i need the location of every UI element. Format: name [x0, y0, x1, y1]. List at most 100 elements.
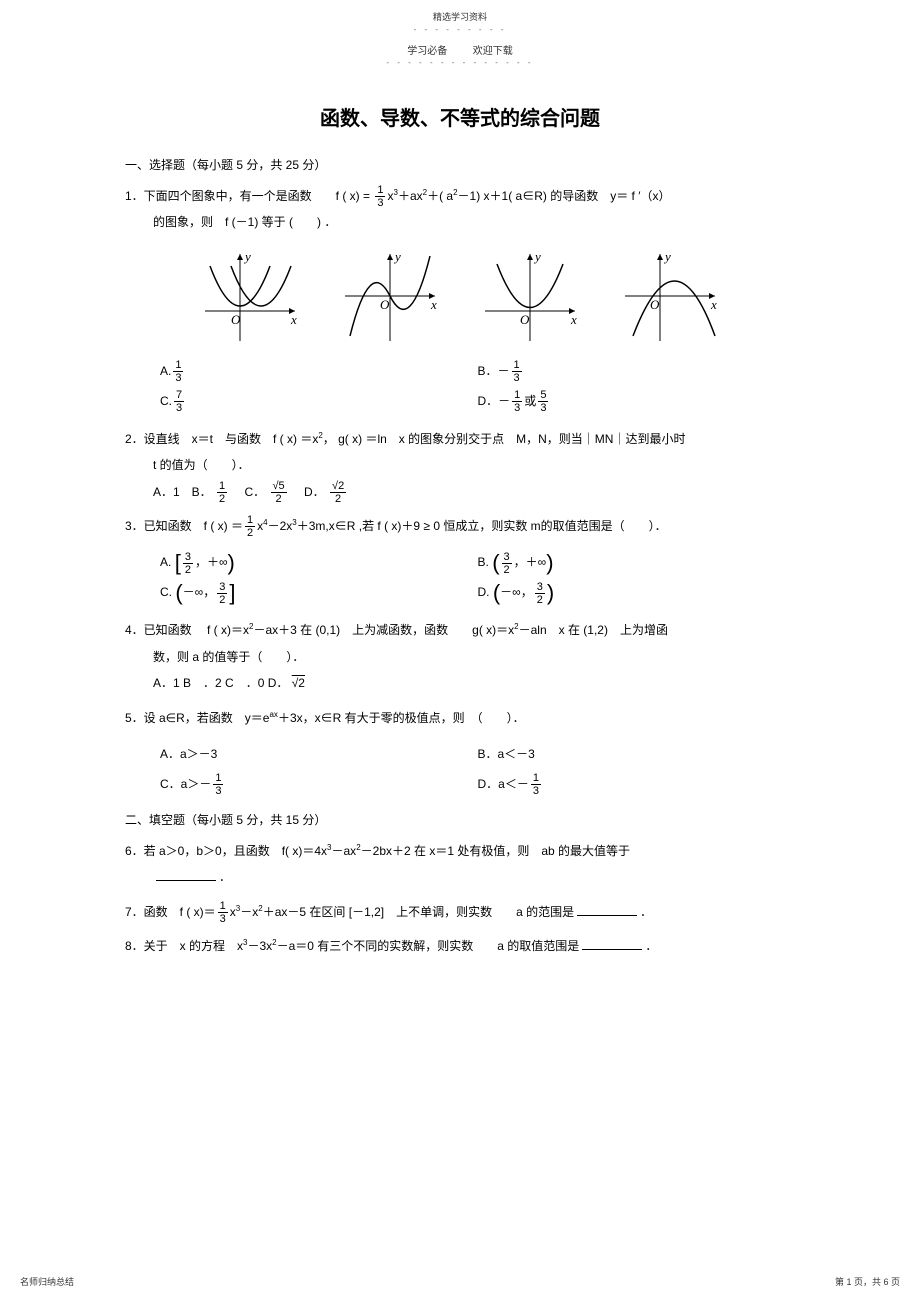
answer-blank	[582, 949, 642, 950]
choice-rest: ，＋∞	[195, 555, 228, 569]
sub-header-left: 学习必备	[407, 46, 447, 57]
problem-6: 6．若 a＞0，b＞0，且函数 f( x)＝4x3－ax2－2bx＋2 在 x＝…	[125, 838, 795, 891]
p1-part: ＋( a	[427, 189, 453, 203]
frac-den: 3	[213, 785, 223, 797]
choice-label: D．－	[478, 394, 511, 408]
svg-text:O: O	[650, 297, 660, 312]
sub-header: 学习必备 欢迎下载	[0, 42, 920, 57]
svg-text:x: x	[710, 297, 717, 312]
svg-text:O: O	[231, 312, 241, 327]
svg-text:x: x	[570, 312, 577, 327]
frac-num: 3	[183, 551, 193, 564]
p6-part: －ax	[332, 844, 357, 858]
frac-den: 3	[218, 913, 228, 925]
choice-label: D．a＜－	[478, 777, 529, 791]
frac-num: 1	[531, 772, 541, 785]
frac-num: 1	[245, 514, 255, 527]
problem-1: 1．下面四个图象中，有一个是函数 f ( x) = 13x3＋ax2＋( a2－…	[125, 183, 795, 236]
choice-a: A．a＞－3	[160, 739, 478, 769]
top-dashes: - - - - - - - - -	[0, 25, 920, 34]
p4-part: －ax＋3 在 (0,1) 上为减函数，函数 g( x)＝x	[253, 623, 514, 637]
frac-num: 1	[375, 184, 385, 197]
svg-text:x: x	[290, 312, 297, 327]
problem-5: 5．设 a∈R，若函数 y＝eax＋3x，x∈R 有大于零的极值点，则 （ ）．	[125, 705, 795, 731]
graph-1: O x y	[195, 246, 305, 346]
top-header: 精选学习资料	[0, 10, 920, 23]
p1-line2: 的图象，则 f (－1) 等于 ( ) ．	[125, 209, 795, 235]
sup: ax	[269, 710, 277, 719]
p5-choices: A．a＞－3 C．a＞－13 B．a＜－3 D．a＜－13	[125, 739, 795, 799]
frac-den: 3	[512, 402, 522, 414]
frac-num: 1	[213, 772, 223, 785]
p3-part: －2x	[268, 519, 293, 533]
choice-label: B.	[478, 555, 489, 569]
p2-part: ， g( x) ＝ln x 的图象分别交于点 M，N，则当｜MN｜达到最小时	[323, 432, 686, 446]
p7-part: ＋ax－5 在区间 [－1,2] 上不单调，则实数 a 的范围是	[263, 905, 574, 919]
main-title: 函数、导数、不等式的综合问题	[0, 102, 920, 131]
choice-label: C.	[160, 585, 172, 599]
graph-2: O x y	[335, 246, 445, 346]
p1-part: ＋ax	[398, 189, 423, 203]
footer-right: 第 1 页，共 6 页	[835, 1275, 900, 1288]
footer-left: 名师归纳总结	[20, 1275, 74, 1288]
p7-period: ．	[640, 905, 652, 919]
problem-2: 2．设直线 x＝t 与函数 f ( x) ＝x 2 ， g( x) ＝ln x 的图…	[125, 426, 795, 505]
p8-part: 8．关于 x 的方程 x	[125, 939, 243, 953]
p3-part: 3．已知函数 f ( x) ＝	[125, 519, 243, 533]
choice-rest: －∞，	[183, 585, 216, 599]
p1-choices: A.13 C.73 B．－13 D．－13或53	[125, 356, 795, 416]
p8-period: ．	[645, 939, 657, 953]
frac-den: 3	[173, 372, 183, 384]
frac-den: 2	[535, 594, 545, 606]
section1-title: 一、选择题（每小题 5 分，共 25 分）	[125, 156, 795, 173]
choice-c-label: C．	[233, 485, 266, 499]
frac-num: 1	[512, 359, 522, 372]
svg-text:O: O	[380, 297, 390, 312]
choice-d-sqrt: √2	[292, 676, 305, 690]
p4-part: －aln x 在 (1,2) 上为增函	[519, 623, 668, 637]
problem-8: 8．关于 x 的方程 x3－3x2－a＝0 有三个不同的实数解，则实数 a 的取…	[125, 933, 795, 959]
choice-rest: －∞，	[500, 585, 533, 599]
frac-den: 2	[271, 493, 287, 505]
svg-text:y: y	[243, 249, 251, 264]
frac-den: 3	[538, 402, 548, 414]
svg-text:y: y	[533, 249, 541, 264]
frac-den: 3	[174, 402, 184, 414]
p3-part: ＋3m,x∈R ,若 f ( x)＋9 ≥ 0 恒成立，则实数 m的取值范围是（…	[297, 519, 667, 533]
choice-a: A．1 B．	[153, 485, 212, 499]
frac-den: 2	[245, 527, 255, 539]
p6-part: －2bx＋2 在 x＝1 处有极值，则 ab 的最大值等于	[361, 844, 630, 858]
frac-num: 1	[173, 359, 183, 372]
underline-dash: - - - - - - - - - - - - - -	[0, 58, 920, 67]
choice-label: C.	[160, 394, 172, 408]
frac-num: 7	[174, 389, 184, 402]
graphs-row: O x y O x y O	[125, 246, 795, 346]
svg-text:O: O	[520, 312, 530, 327]
frac-den: 3	[531, 785, 541, 797]
frac-num: √5	[271, 480, 287, 493]
frac-num: 3	[217, 581, 227, 594]
sub-header-right: 欢迎下载	[473, 46, 513, 57]
choice-b: B．a＜－3	[478, 739, 796, 769]
graph-4: O x y	[615, 246, 725, 346]
frac-num: 3	[502, 551, 512, 564]
choice-label: B．－	[478, 364, 510, 378]
frac-den: 3	[375, 197, 385, 209]
frac-den: 2	[183, 564, 193, 576]
frac-den: 2	[502, 564, 512, 576]
frac-den: 2	[330, 493, 346, 505]
problem-3: 3．已知函数 f ( x) ＝12x4－2x3＋3m,x∈R ,若 f ( x)…	[125, 513, 795, 539]
section2-title: 二、填空题（每小题 5 分，共 15 分）	[125, 811, 795, 828]
frac-num: 1	[217, 480, 227, 493]
p8-part: －3x	[247, 939, 272, 953]
p4-part: 4．已知函数 f ( x)＝x	[125, 623, 249, 637]
footer: 名师归纳总结 第 1 页，共 6 页	[0, 1275, 920, 1288]
frac-num: √2	[330, 480, 346, 493]
frac-num: 3	[535, 581, 545, 594]
p4-line2: 数，则 a 的值等于（ ）．	[125, 644, 795, 670]
svg-text:y: y	[663, 249, 671, 264]
p2-part: 2．设直线 x＝t 与函数 f ( x) ＝x	[125, 432, 318, 446]
choice-mid: 或	[524, 394, 536, 408]
p7-part: 7．函数 f ( x)＝	[125, 905, 216, 919]
answer-blank	[156, 880, 216, 881]
